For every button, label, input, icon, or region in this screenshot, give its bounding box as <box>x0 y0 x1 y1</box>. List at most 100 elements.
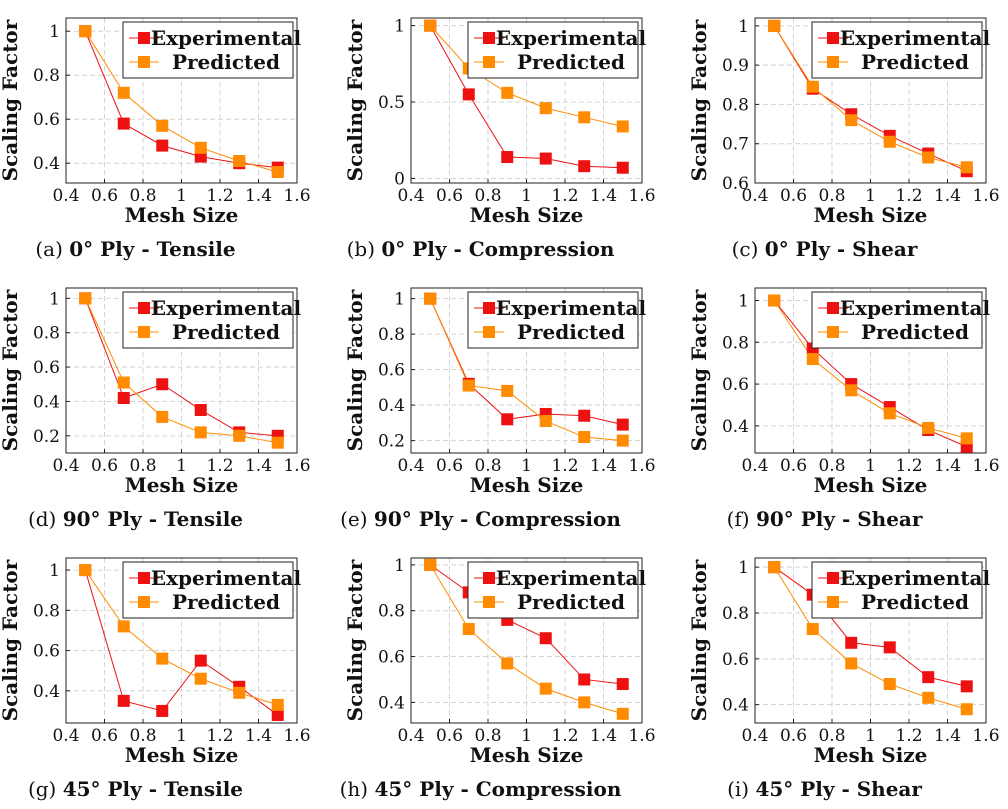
subfigure-caption: (f) 90° Ply - Shear <box>727 507 923 531</box>
data-point <box>424 19 437 32</box>
x-axis-label: Mesh Size <box>814 743 928 767</box>
data-point <box>578 111 591 124</box>
legend-label: Experimental <box>496 26 647 50</box>
series-line <box>84 569 279 716</box>
x-axis-label: Mesh Size <box>470 743 584 767</box>
series-line <box>84 298 278 444</box>
data-point <box>960 680 973 693</box>
x-tick-label: 1 <box>865 456 876 476</box>
legend-label: Predicted <box>517 590 625 614</box>
data-point <box>156 410 169 423</box>
y-tick-label: 0.8 <box>722 333 749 353</box>
caption-title: 45° Ply - Shear <box>755 777 922 801</box>
legend-label: Predicted <box>172 50 280 74</box>
x-tick-label: 1.4 <box>245 186 272 206</box>
data-point <box>233 429 246 442</box>
series-line <box>429 298 623 442</box>
x-tick-label: 0.6 <box>436 456 463 476</box>
y-tick-label: 0.8 <box>33 601 60 621</box>
x-tick-label: 1 <box>521 726 532 746</box>
y-axis-label: Scaling Factor <box>687 289 711 451</box>
x-tick-label: 1.2 <box>206 186 233 206</box>
x-tick-label: 0.4 <box>741 726 768 746</box>
data-point <box>616 120 629 133</box>
x-tick-label: 1.2 <box>551 456 578 476</box>
x-tick-label: 1 <box>865 726 876 746</box>
data-point <box>922 671 935 684</box>
legend-label: Experimental <box>496 566 647 590</box>
caption-title: 90° Ply - Compression <box>374 507 621 531</box>
y-tick-label: 0.2 <box>378 432 405 452</box>
data-point <box>578 409 591 422</box>
series-line <box>84 569 278 706</box>
legend-swatch-marker <box>138 596 150 608</box>
data-point <box>194 404 207 417</box>
caption-title: 0° Ply - Compression <box>381 237 614 261</box>
data-point <box>616 418 629 431</box>
data-point <box>271 698 284 711</box>
data-point <box>539 682 552 695</box>
legend-box <box>122 21 294 79</box>
data-point <box>539 102 552 115</box>
data-point <box>156 139 169 152</box>
x-tick-label: 1.2 <box>895 456 922 476</box>
data-point <box>79 292 92 305</box>
data-point <box>501 413 514 426</box>
data-point <box>501 657 514 670</box>
caption-title: 90° Ply - Tensile <box>63 507 243 531</box>
data-point <box>233 686 246 699</box>
y-axis-label: Scaling Factor <box>0 559 22 721</box>
subfigure-caption: (g) 45° Ply - Tensile <box>28 777 243 801</box>
y-tick-label: 1 <box>738 17 749 37</box>
data-point <box>806 353 819 366</box>
y-tick-label: 0.6 <box>722 375 749 395</box>
y-axis-label: Scaling Factor <box>687 19 711 181</box>
legend-box <box>467 21 639 79</box>
caption-label: (d) <box>28 507 63 531</box>
data-point <box>424 558 437 571</box>
legend-label: Experimental <box>840 566 991 590</box>
x-tick-label: 0.6 <box>780 186 807 206</box>
y-tick-label: 0.6 <box>722 650 749 670</box>
x-axis-label: Mesh Size <box>470 473 584 497</box>
x-tick-label: 1.4 <box>590 456 617 476</box>
y-tick-label: 0.6 <box>378 361 405 381</box>
series-line <box>84 298 278 437</box>
data-point <box>271 166 284 178</box>
y-tick-label: 0 <box>394 169 405 189</box>
x-tick-label: 0.6 <box>780 726 807 746</box>
data-point <box>194 672 207 685</box>
x-tick-label: 1.6 <box>972 726 999 746</box>
data-point <box>578 696 591 709</box>
legend-swatch-marker <box>483 56 495 68</box>
series-line <box>429 298 623 426</box>
legend-box <box>811 291 983 349</box>
data-point <box>883 135 896 148</box>
data-point <box>768 19 781 32</box>
data-point <box>922 151 935 164</box>
x-tick-label: 0.8 <box>129 186 156 206</box>
legend-label: Predicted <box>517 320 625 344</box>
data-point <box>117 86 130 99</box>
x-tick-label: 0.8 <box>818 456 845 476</box>
x-tick-label: 1.6 <box>628 186 655 206</box>
subfigure-caption: (c) 0° Ply - Shear <box>732 237 918 261</box>
data-point <box>117 117 130 130</box>
x-axis-label: Mesh Size <box>814 203 928 227</box>
y-axis-label: Scaling Factor <box>343 19 367 181</box>
caption-label: (b) <box>347 237 382 261</box>
y-tick-label: 0.8 <box>722 604 749 624</box>
x-tick-label: 1 <box>176 186 187 206</box>
data-point <box>194 141 207 154</box>
legend-swatch-marker <box>827 326 839 338</box>
legend-swatch-marker <box>138 302 150 314</box>
legend-label: Experimental <box>151 296 302 320</box>
data-point <box>156 119 169 132</box>
subfigure-caption: (e) 90° Ply - Compression <box>340 507 621 531</box>
